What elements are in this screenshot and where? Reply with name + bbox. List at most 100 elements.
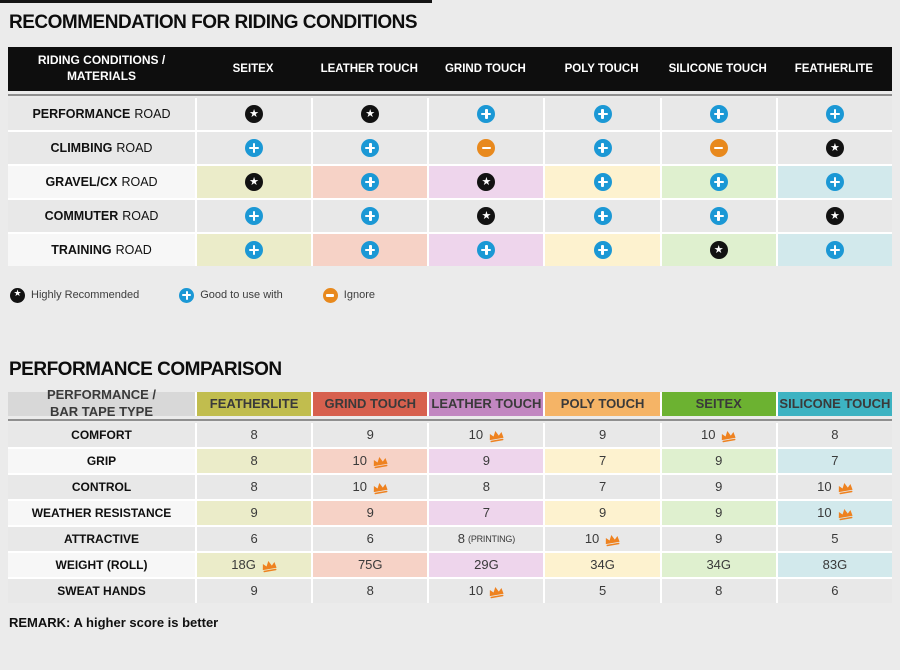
plus-circle-icon <box>477 104 496 123</box>
score-cell: 8 <box>313 578 428 603</box>
legend: Highly Recommended Good to use with Ignore <box>8 266 892 303</box>
remark-text: REMARK: A higher score is better <box>9 614 219 630</box>
score-value: 9 <box>715 505 723 521</box>
recommendation-cell <box>429 233 544 266</box>
recommendation-cell <box>777 199 892 232</box>
score-cell: 10 <box>429 422 544 447</box>
row-header-commuter: COMMUTER ROAD <box>8 199 195 232</box>
score-value: 9 <box>366 427 374 443</box>
row-header-grip: GRIP <box>8 448 195 473</box>
score-value: 6 <box>366 531 374 547</box>
plus-circle-icon <box>361 172 380 191</box>
score-cell: 5 <box>777 526 892 551</box>
section1-title: RECOMMENDATION FOR RIDING CONDITIONS <box>9 12 418 33</box>
legend-item-highly-recommended: Highly Recommended <box>10 287 140 303</box>
score-cell: 6 <box>313 526 428 551</box>
score-cell: 9 <box>545 422 660 447</box>
row-label-bold: TRAINING <box>51 242 112 257</box>
row-header-climbing: CLIMBING ROAD <box>8 131 195 164</box>
recommendation-cell <box>545 131 660 164</box>
score-value: 29G <box>474 557 499 573</box>
score-cell: 8 <box>197 448 312 473</box>
score-cell: 8 (PRINTING) <box>429 526 544 551</box>
minus-circle-icon <box>709 138 728 157</box>
score-value: 9 <box>715 531 723 547</box>
header-gap <box>8 420 892 423</box>
score-cell: 34G <box>545 552 660 577</box>
plus-circle-icon <box>245 206 264 225</box>
header-rule <box>8 418 892 421</box>
plus-circle-icon <box>593 206 612 225</box>
star-circle-icon <box>477 172 496 191</box>
score-value: 75G <box>357 557 383 573</box>
star-circle-icon <box>361 104 380 123</box>
score-cell: 9 <box>197 500 312 525</box>
row-label-bold: PERFORMANCE <box>32 106 131 121</box>
score-value: 7 <box>598 453 607 469</box>
score-value: 7 <box>831 453 839 469</box>
score-cell: 6 <box>197 526 312 551</box>
score-value: 5 <box>598 583 607 599</box>
recommendation-cell <box>313 165 428 198</box>
performance-body: COMFORT 8 9 10 9 10 8 GRIP 8 10 9 7 9 7 CONTROL 8 10 8 7 9 1… <box>8 422 892 603</box>
score-value: 9 <box>598 505 607 521</box>
star-circle-icon <box>245 104 264 123</box>
col-header-silicone-touch: SILICONE TOUCH <box>668 62 767 75</box>
score-cell: 9 <box>197 578 312 603</box>
row-label-rest: ROAD <box>121 174 158 189</box>
recommendation-cell <box>661 233 776 266</box>
col-header-seitex: SEITEX <box>661 391 776 416</box>
performance-comparison-table: PERFORMANCE / BAR TAPE TYPE FEATHERLITE G… <box>8 387 892 603</box>
crown-icon <box>606 534 620 546</box>
recommendation-cell <box>197 233 312 266</box>
corner-header-riding-conditions: RIDING CONDITIONS / MATERIALS <box>8 53 195 84</box>
row-label-rest: ROAD <box>122 208 159 223</box>
score-value: 9 <box>715 453 723 469</box>
top-divider-bar <box>0 0 432 3</box>
recommendation-cell <box>661 97 776 130</box>
row-header-weather-resistance: WEATHER RESISTANCE <box>8 500 195 525</box>
recommendation-cell <box>661 199 776 232</box>
score-cell: 7 <box>429 500 544 525</box>
recommendation-cell <box>313 131 428 164</box>
score-cell: 10 <box>661 422 776 447</box>
star-circle-icon <box>10 287 25 303</box>
plus-circle-icon <box>179 287 195 303</box>
score-value: 9 <box>250 505 258 521</box>
legend-item-ignore: Ignore <box>322 287 375 303</box>
score-cell: 5 <box>545 578 660 603</box>
corner-header-line2: MATERIALS <box>66 68 137 83</box>
score-value: 9 <box>482 453 491 469</box>
score-value: 6 <box>250 531 258 547</box>
row-label-rest: ROAD <box>116 140 153 155</box>
crown-icon <box>489 430 504 442</box>
performance-header-row: PERFORMANCE / BAR TAPE TYPE FEATHERLITE G… <box>8 387 892 419</box>
score-cell: 6 <box>777 578 892 603</box>
score-value: 83G <box>822 557 848 573</box>
plus-circle-icon <box>709 172 728 191</box>
crown-icon <box>373 482 388 494</box>
header-gap <box>8 415 892 419</box>
plus-circle-icon <box>361 240 380 259</box>
plus-circle-icon <box>709 206 728 225</box>
score-value: 8 <box>250 479 258 495</box>
recommendation-cell <box>313 199 428 232</box>
legend-label: Highly Recommended <box>31 289 140 302</box>
plus-circle-icon <box>361 206 380 225</box>
col-header-leather-touch: LEATHER TOUCH <box>429 391 544 416</box>
score-cell: 8 <box>661 578 776 603</box>
score-value: 5 <box>831 531 839 547</box>
score-value: 10 <box>701 427 716 443</box>
col-header-poly-touch: POLY TOUCH <box>564 62 639 75</box>
row-label-bold: GRAVEL/CX <box>45 174 118 189</box>
plus-circle-icon <box>593 172 612 191</box>
score-value: 10 <box>468 583 484 599</box>
recommendation-cell <box>777 165 892 198</box>
score-value: 9 <box>366 505 374 521</box>
col-header-poly-touch: POLY TOUCH <box>545 391 660 416</box>
score-cell: 9 <box>661 474 776 499</box>
recommendation-cell <box>197 131 312 164</box>
score-cell: 7 <box>777 448 892 473</box>
col-header-grind-touch: GRIND TOUCH <box>313 391 428 416</box>
score-value: 10 <box>584 531 600 547</box>
